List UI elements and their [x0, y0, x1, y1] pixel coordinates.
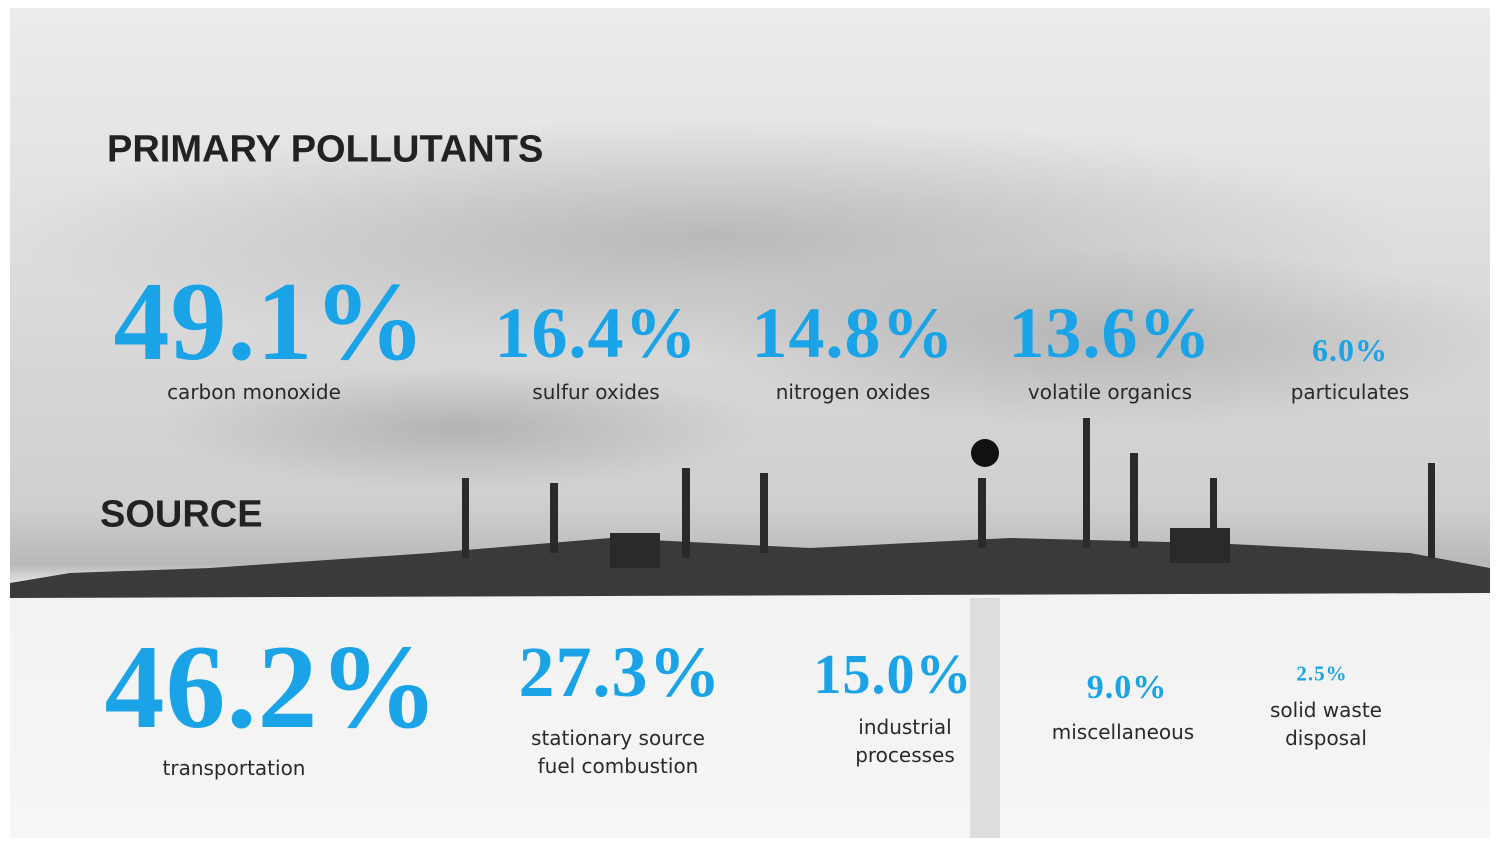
stat-label: solid waste disposal [1256, 696, 1396, 752]
section-title: SOURCE [100, 494, 263, 537]
stat-label: transportation [124, 754, 344, 782]
stat-value: 9.0% [1087, 671, 1168, 705]
stat-value: 13.6% [1009, 297, 1212, 369]
infographic: PRIMARY POLLUTANTS 49.1%carbon monoxide 16… [0, 0, 1499, 845]
stat-value: 49.1% [114, 266, 427, 378]
stat-value: 46.2% [105, 627, 440, 747]
stat-value: 6.0% [1312, 334, 1388, 366]
stat-label: volatile organics [1000, 378, 1220, 406]
stat-value: 15.0% [814, 647, 973, 703]
stat-value: 2.5% [1296, 664, 1347, 685]
stat-value: 27.3% [519, 636, 722, 708]
stat-label: industrial processes [835, 713, 975, 769]
stat-value: 14.8% [752, 297, 955, 369]
stat-label: particulates [1270, 378, 1430, 406]
stat-label: stationary source fuel combustion [518, 724, 718, 780]
stat-value: 16.4% [495, 297, 698, 369]
stat-label: carbon monoxide [134, 378, 374, 406]
stat-label: sulfur oxides [496, 378, 696, 406]
stat-label: nitrogen oxides [743, 378, 963, 406]
section-title: PRIMARY POLLUTANTS [107, 129, 543, 172]
stat-label: miscellaneous [1028, 718, 1218, 746]
